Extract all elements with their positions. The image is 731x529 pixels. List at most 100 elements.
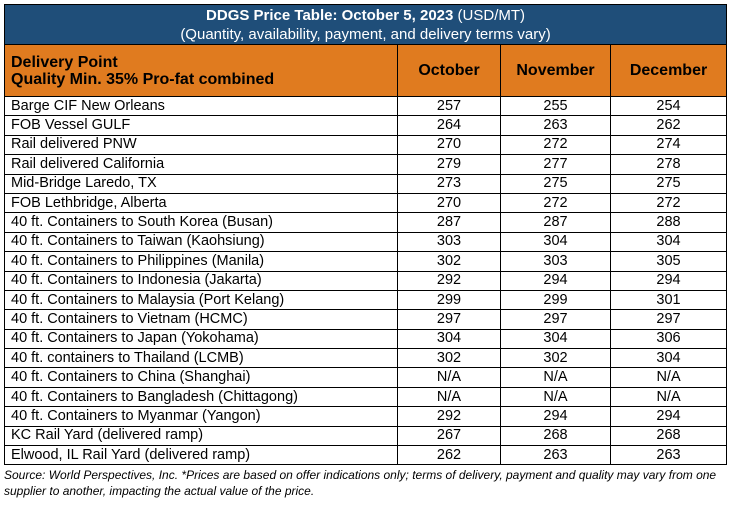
price-cell-october: N/A <box>397 386 501 408</box>
table-row: 40 ft. Containers to Vietnam (HCMC) 297 29… <box>4 309 728 330</box>
price-cell-october: 264 <box>397 115 501 136</box>
price-cell-december: 301 <box>609 289 728 311</box>
price-cell-december: 272 <box>609 192 728 214</box>
price-cell-december: 304 <box>609 231 728 253</box>
header-october: October <box>397 44 501 97</box>
price-cell-october: 302 <box>397 251 501 272</box>
header-quality-label: Quality Min. 35% Pro-fat combined <box>11 70 275 88</box>
table-row: 40 ft. Containers to Japan (Yokohama) 304… <box>4 328 728 350</box>
price-cell-december: 306 <box>609 328 728 350</box>
delivery-point-cell: FOB Lethbridge, Alberta <box>4 192 398 214</box>
header-december: December <box>609 44 728 97</box>
delivery-point-cell: 40 ft. Containers to Bangladesh (Chittag… <box>4 386 398 408</box>
table-body: Barge CIF New Orleans 257 255 254 FOB Vessel… <box>4 95 728 466</box>
delivery-point-cell: 40 ft. Containers to South Korea (Busan) <box>4 212 398 233</box>
price-cell-december: 304 <box>609 348 728 369</box>
price-cell-november: 277 <box>500 154 611 175</box>
price-cell-november: 263 <box>500 115 611 136</box>
table-row: FOB Vessel GULF 264 263 262 <box>4 115 728 136</box>
table-row: Mid-Bridge Laredo, TX 273 275 275 <box>4 173 728 194</box>
delivery-point-cell: 40 ft. Containers to Vietnam (HCMC) <box>4 309 398 330</box>
price-cell-november: 275 <box>500 173 611 194</box>
price-cell-december: N/A <box>609 386 728 408</box>
price-cell-december: 288 <box>609 212 728 233</box>
title-subtitle: (Quantity, availability, payment, and de… <box>180 26 551 43</box>
price-cell-november: 304 <box>500 231 611 253</box>
ddgs-price-table: DDGS Price Table: October 5, 2023 (USD/M… <box>3 4 728 466</box>
table-title: DDGS Price Table: October 5, 2023 (USD/M… <box>3 4 728 45</box>
price-cell-november: 304 <box>500 328 611 350</box>
delivery-point-cell: 40 ft. containers to Thailand (LCMB) <box>4 348 398 369</box>
table-row: 40 ft. Containers to China (Shanghai) N/A… <box>4 367 728 388</box>
header-delivery-point: Delivery Point Quality Min. 35% Pro-fat … <box>4 44 398 97</box>
header-row: Delivery Point Quality Min. 35% Pro-fat … <box>4 44 728 97</box>
delivery-point-cell: 40 ft. Containers to Philippines (Manila… <box>4 251 398 272</box>
table-row: Rail delivered California 279 277 278 <box>4 154 728 175</box>
price-cell-october: 302 <box>397 348 501 369</box>
table-row: Barge CIF New Orleans 257 255 254 <box>4 95 728 117</box>
price-cell-november: 303 <box>500 251 611 272</box>
price-cell-october: 257 <box>397 95 501 117</box>
table-row: KC Rail Yard (delivered ramp) 267 268 268 <box>4 425 728 447</box>
delivery-point-cell: Elwood, IL Rail Yard (delivered ramp) <box>4 445 398 466</box>
price-cell-november: 294 <box>500 406 611 427</box>
delivery-point-cell: Mid-Bridge Laredo, TX <box>4 173 398 194</box>
price-cell-december: 262 <box>609 115 728 136</box>
price-cell-october: 304 <box>397 328 501 350</box>
source-note: Source: World Perspectives, Inc. *Prices… <box>4 468 717 499</box>
price-cell-december: 278 <box>609 154 728 175</box>
delivery-point-cell: 40 ft. Containers to Malaysia (Port Kela… <box>4 289 398 311</box>
table-row: Elwood, IL Rail Yard (delivered ramp) 262… <box>4 445 728 466</box>
price-cell-october: 270 <box>397 134 501 156</box>
delivery-point-cell: KC Rail Yard (delivered ramp) <box>4 425 398 447</box>
delivery-point-cell: 40 ft. Containers to Taiwan (Kaohsiung) <box>4 231 398 253</box>
price-cell-december: 275 <box>609 173 728 194</box>
price-cell-november: 287 <box>500 212 611 233</box>
price-cell-december: 297 <box>609 309 728 330</box>
delivery-point-cell: 40 ft. Containers to Indonesia (Jakarta) <box>4 270 398 291</box>
price-cell-october: 299 <box>397 289 501 311</box>
delivery-point-cell: Barge CIF New Orleans <box>4 95 398 117</box>
price-cell-october: 292 <box>397 270 501 291</box>
price-cell-december: N/A <box>609 367 728 388</box>
delivery-point-cell: Rail delivered PNW <box>4 134 398 156</box>
table-row: FOB Lethbridge, Alberta 270 272 272 <box>4 192 728 214</box>
price-cell-october: 297 <box>397 309 501 330</box>
price-cell-october: 270 <box>397 192 501 214</box>
price-cell-november: 302 <box>500 348 611 369</box>
price-cell-december: 294 <box>609 270 728 291</box>
table-row: 40 ft. Containers to Philippines (Manila… <box>4 251 728 272</box>
price-cell-december: 274 <box>609 134 728 156</box>
table-row: 40 ft. Containers to Indonesia (Jakarta)… <box>4 270 728 291</box>
price-cell-october: 303 <box>397 231 501 253</box>
price-cell-november: N/A <box>500 386 611 408</box>
title-unit: (USD/MT) <box>453 7 526 24</box>
price-cell-november: 268 <box>500 425 611 447</box>
price-cell-october: N/A <box>397 367 501 388</box>
header-delivery-point-label: Delivery Point <box>11 53 118 71</box>
price-cell-november: 272 <box>500 134 611 156</box>
price-cell-november: 294 <box>500 270 611 291</box>
price-cell-december: 254 <box>609 95 728 117</box>
title-row: DDGS Price Table: October 5, 2023 (USD/M… <box>3 4 728 45</box>
table-row: 40 ft. Containers to Bangladesh (Chittag… <box>4 386 728 408</box>
price-cell-december: 268 <box>609 425 728 447</box>
price-cell-november: 297 <box>500 309 611 330</box>
price-cell-november: 272 <box>500 192 611 214</box>
table-row: 40 ft. Containers to South Korea (Busan)… <box>4 212 728 233</box>
price-cell-october: 262 <box>397 445 501 466</box>
price-cell-december: 305 <box>609 251 728 272</box>
price-cell-november: 263 <box>500 445 611 466</box>
delivery-point-cell: 40 ft. Containers to Myanmar (Yangon) <box>4 406 398 427</box>
table-row: 40 ft. Containers to Myanmar (Yangon) 292… <box>4 406 728 427</box>
table-row: 40 ft. Containers to Taiwan (Kaohsiung) 3… <box>4 231 728 253</box>
price-cell-december: 263 <box>609 445 728 466</box>
table-row: Rail delivered PNW 270 272 274 <box>4 134 728 156</box>
header-november: November <box>500 44 611 97</box>
price-cell-november: N/A <box>500 367 611 388</box>
price-cell-november: 299 <box>500 289 611 311</box>
price-cell-october: 279 <box>397 154 501 175</box>
price-cell-october: 267 <box>397 425 501 447</box>
delivery-point-cell: Rail delivered California <box>4 154 398 175</box>
price-cell-october: 273 <box>397 173 501 194</box>
